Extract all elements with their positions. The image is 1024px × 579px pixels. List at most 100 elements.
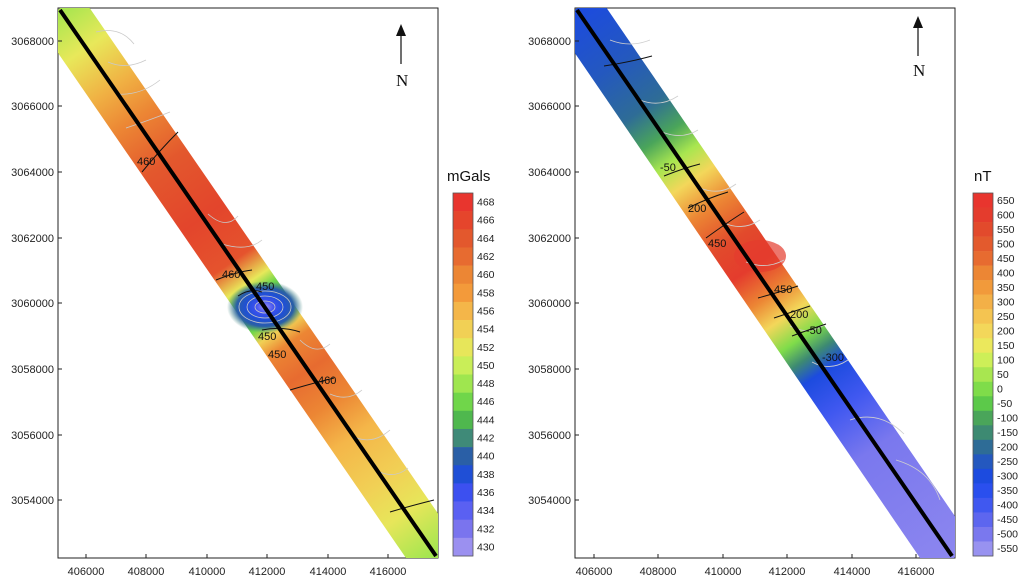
colorbar-tick-label: 446	[477, 396, 495, 408]
colorbar-tick-label: 430	[477, 541, 495, 553]
colorbar-tick-label: 466	[477, 215, 495, 227]
x-tick-label: 410000	[189, 566, 226, 578]
colorbar-tick-label: 350	[997, 282, 1015, 294]
gravity-x-tick-labels: 406000 408000 410000 412000 414000 41600…	[68, 566, 407, 578]
colorbar-tick-label: 460	[477, 269, 495, 281]
colorbar-tick-label: 200	[997, 325, 1015, 337]
north-label: N	[913, 61, 925, 80]
colorbar-tick-label: 456	[477, 305, 495, 317]
x-tick-label: 416000	[370, 566, 407, 578]
y-tick-label: 3056000	[528, 430, 571, 442]
gravity-contour-label: 460	[222, 269, 240, 281]
y-tick-label: 3054000	[528, 495, 571, 507]
colorbar-swatch	[973, 454, 993, 470]
colorbar-tick-label: 468	[477, 197, 495, 209]
magnetic-colorbar-unit: nT	[974, 168, 992, 185]
colorbar-tick-label: -300	[997, 471, 1018, 483]
colorbar-swatch	[973, 526, 993, 542]
magnetic-y-tick-labels: 3068000 3066000 3064000 3062000 3060000 …	[528, 36, 571, 507]
colorbar-swatch	[453, 301, 473, 321]
colorbar-swatch	[453, 229, 473, 248]
magnetic-colorbar: 650600550500450400350300250200150100500-…	[972, 192, 1018, 557]
gravity-y-tick-labels: 3068000 3066000 3064000 3062000 3060000 …	[11, 36, 54, 507]
colorbar-tick-label: 300	[997, 296, 1015, 308]
x-tick-label: 408000	[640, 566, 677, 578]
colorbar-swatch	[973, 265, 993, 281]
colorbar-swatch	[453, 465, 473, 484]
colorbar-swatch	[453, 392, 473, 412]
magnetic-contour-label: 200	[790, 309, 808, 321]
north-label: N	[396, 71, 408, 90]
gravity-colorbar: 468 466 464 462 460 458 456 454 452 450 448 446 444 4…	[452, 192, 495, 557]
gravity-contour-label: 450	[268, 349, 286, 361]
colorbar-swatch	[973, 468, 993, 484]
x-tick-label: 412000	[249, 566, 286, 578]
colorbar-swatch	[453, 265, 473, 285]
colorbar-swatch	[453, 283, 473, 303]
x-tick-label: 408000	[128, 566, 165, 578]
colorbar-swatch	[973, 323, 993, 339]
colorbar-swatch	[973, 280, 993, 295]
colorbar-swatch	[973, 294, 993, 310]
x-tick-label: 406000	[68, 566, 105, 578]
magnetic-contour-label: 450	[708, 238, 726, 250]
colorbar-tick-label: 450	[997, 253, 1015, 265]
colorbar-tick-label: -350	[997, 485, 1018, 497]
magnetic-contour-label: 450	[774, 284, 792, 296]
x-tick-label: 412000	[769, 566, 806, 578]
colorbar-tick-label: -50	[997, 398, 1012, 410]
colorbar-swatch	[973, 396, 993, 412]
y-tick-label: 3060000	[11, 298, 54, 310]
colorbar-tick-label: 454	[477, 324, 495, 336]
gravity-contour-label: 460	[318, 375, 336, 387]
colorbar-swatch	[453, 501, 473, 520]
colorbar-tick-label: 150	[997, 340, 1015, 352]
y-tick-label: 3056000	[11, 430, 54, 442]
colorbar-swatch	[973, 309, 993, 324]
gravity-contour-label: 450	[256, 281, 274, 293]
colorbar-swatch	[973, 236, 993, 252]
colorbar-swatch	[973, 512, 993, 528]
gravity-contour-label: 460	[137, 156, 155, 168]
colorbar-swatch	[973, 338, 993, 354]
magnetic-map-panel: -50 200 450 450 200 -50 -300 N 3068000 3…	[528, 7, 1018, 578]
magnetic-profile-line	[575, 8, 954, 558]
colorbar-swatch	[973, 367, 993, 383]
colorbar-tick-label: 400	[997, 267, 1015, 279]
colorbar-swatch	[973, 381, 993, 397]
colorbar-tick-label: 434	[477, 505, 495, 517]
gravity-profile-line	[58, 8, 438, 558]
colorbar-tick-label: 464	[477, 233, 495, 245]
y-tick-label: 3066000	[528, 101, 571, 113]
north-arrow-icon	[396, 24, 406, 64]
magnetic-contour-label: -300	[822, 352, 844, 364]
gravity-map-panel: 460 460 450 450 450 460 N 3068000 306600…	[11, 7, 495, 578]
x-tick-label: 414000	[834, 566, 871, 578]
colorbar-border	[452, 192, 474, 557]
y-tick-label: 3068000	[11, 36, 54, 48]
colorbar-tick-label: 50	[997, 369, 1009, 381]
y-tick-label: 3064000	[11, 167, 54, 179]
colorbar-tick-label: 100	[997, 354, 1015, 366]
colorbar-tick-label: -450	[997, 514, 1018, 526]
colorbar-tick-label: 450	[477, 360, 495, 372]
magnetic-contour-label: 200	[688, 203, 706, 215]
magnetic-high-anomaly	[734, 240, 786, 272]
colorbar-tick-label: -500	[997, 529, 1018, 541]
x-tick-label: 416000	[898, 566, 935, 578]
colorbar-swatch	[453, 356, 473, 375]
colorbar-swatch	[453, 320, 473, 339]
y-tick-label: 3066000	[11, 101, 54, 113]
colorbar-swatch	[973, 410, 993, 426]
gravity-colorbar-unit: mGals	[447, 168, 490, 185]
north-arrow-icon	[913, 16, 923, 56]
gravity-contour-lines	[95, 30, 409, 475]
colorbar-swatch	[453, 193, 473, 212]
colorbar-swatch	[453, 338, 473, 357]
colorbar-tick-label: 448	[477, 378, 495, 390]
colorbar-swatch	[973, 497, 993, 513]
colorbar-tick-label: 650	[997, 195, 1015, 207]
colorbar-tick-label: 442	[477, 433, 495, 445]
colorbar-tick-label: 550	[997, 224, 1015, 236]
y-tick-label: 3054000	[11, 495, 54, 507]
